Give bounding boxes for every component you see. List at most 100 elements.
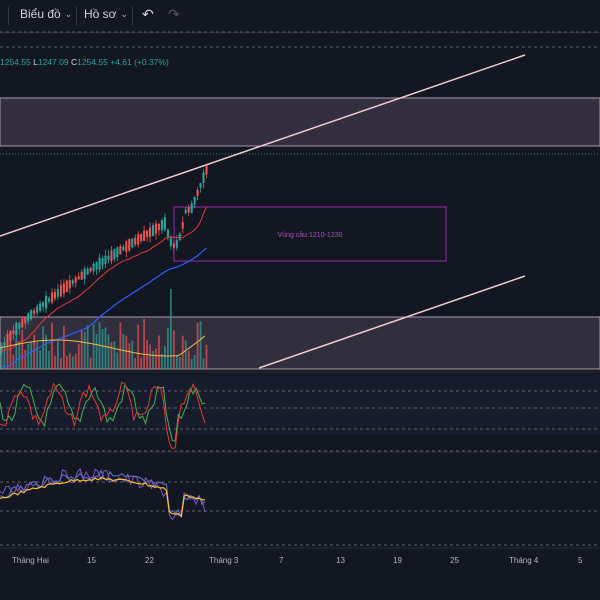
undo-icon[interactable]: ↶ — [142, 6, 154, 22]
candle-body — [190, 203, 193, 214]
volume-bar — [68, 353, 71, 369]
volume-bar — [80, 330, 83, 369]
x-axis-label: 15 — [87, 556, 96, 565]
candle-body — [39, 303, 42, 311]
volume-bar — [190, 358, 193, 369]
volume-bar — [104, 327, 107, 369]
volume-bar — [42, 326, 44, 369]
volume-bar — [202, 358, 205, 369]
candle-body — [143, 230, 146, 241]
volume-bar — [101, 329, 104, 369]
candle-body — [42, 302, 45, 307]
volume-bar — [39, 350, 42, 369]
channel-upper-line[interactable] — [0, 54, 526, 237]
candle-body — [166, 229, 169, 239]
candle-body — [47, 298, 51, 302]
x-axis-label: 22 — [145, 556, 154, 565]
candle-body — [9, 330, 12, 341]
candle-body — [116, 247, 119, 258]
redo-icon[interactable]: ↷ — [168, 6, 180, 22]
volume-bar — [92, 324, 95, 369]
volume-bar — [15, 338, 18, 369]
candle-body — [157, 223, 161, 231]
candle-body — [101, 258, 104, 266]
candle-body — [18, 323, 21, 329]
volume-bar — [169, 289, 172, 369]
toolbar-divider — [8, 7, 9, 25]
candle-body — [65, 280, 68, 293]
volume-bar — [51, 322, 53, 369]
volume-bar — [62, 325, 65, 369]
candle-body — [131, 238, 134, 248]
change-value: +4.61 (+0.37%) — [110, 57, 169, 67]
rsi-blue-line — [0, 469, 206, 519]
volume-bar — [48, 350, 50, 369]
candle-body — [199, 182, 202, 188]
volume-bar — [60, 358, 62, 369]
ma-red-line — [1, 206, 207, 353]
candle-body — [151, 224, 155, 236]
candle-body — [169, 237, 172, 247]
candle-body — [160, 220, 163, 231]
candle-body — [128, 239, 131, 251]
candle-body — [68, 280, 71, 289]
candle-body — [6, 334, 9, 345]
volume-bar — [140, 357, 143, 369]
volume-bar — [205, 344, 208, 369]
candlesticks — [0, 165, 208, 356]
candle-body — [113, 248, 116, 260]
volume-bar — [196, 322, 199, 369]
candle-body — [50, 292, 54, 303]
volume-bar — [134, 357, 137, 369]
volume-bar — [172, 330, 175, 369]
volume-bar — [166, 327, 169, 369]
volume-bar — [30, 341, 33, 369]
volume-bar — [119, 322, 122, 369]
x-axis-label: 13 — [336, 556, 345, 565]
volume-bar — [65, 355, 68, 369]
volume-bar — [74, 353, 77, 369]
volume-bar — [57, 341, 59, 369]
candle-body — [3, 341, 6, 346]
volume-bar — [137, 324, 140, 369]
candle-body — [202, 172, 205, 183]
candle-body — [154, 223, 158, 234]
volume-bar — [21, 329, 24, 369]
volume-bar — [24, 349, 27, 369]
x-axis-label: 25 — [450, 556, 459, 565]
candle-body — [122, 246, 125, 251]
volume-bar — [9, 340, 12, 369]
profile-menu-button[interactable]: Hồ sơ ⌄ — [84, 7, 128, 21]
volume-bar — [12, 354, 15, 369]
volume-bar — [45, 334, 47, 369]
low-value: 1247.09 — [37, 57, 69, 67]
candle-body — [36, 306, 39, 313]
volume-bar — [86, 325, 89, 369]
chevron-down-icon: ⌄ — [64, 8, 73, 19]
candle-body — [83, 268, 86, 279]
oscillator-green-line — [0, 383, 206, 442]
candle-body — [107, 256, 110, 260]
x-axis-label: Tháng 3 — [209, 556, 239, 565]
chart-menu-label: Biểu đồ — [20, 7, 61, 21]
volume-bar — [149, 344, 151, 369]
guide-lines — [0, 31, 600, 546]
candle-body — [92, 263, 95, 272]
toolbar-divider — [132, 7, 133, 25]
volume-bar — [36, 342, 39, 369]
candle-body — [137, 234, 140, 245]
open-value: 1254.55 — [0, 57, 31, 67]
volume-bar — [184, 340, 187, 369]
demand-zone-box[interactable] — [173, 206, 447, 262]
candle-body — [95, 262, 98, 270]
candle-body — [30, 310, 33, 320]
candle-body — [196, 189, 199, 196]
volume-bar — [143, 319, 146, 369]
volume-bar — [187, 350, 190, 369]
candle-body — [62, 283, 65, 294]
candle-body — [74, 277, 77, 283]
resistance-zone[interactable] — [0, 97, 600, 147]
chart-menu-button[interactable]: Biểu đồ ⌄ — [20, 7, 72, 21]
channel-lower-line[interactable] — [258, 275, 526, 369]
